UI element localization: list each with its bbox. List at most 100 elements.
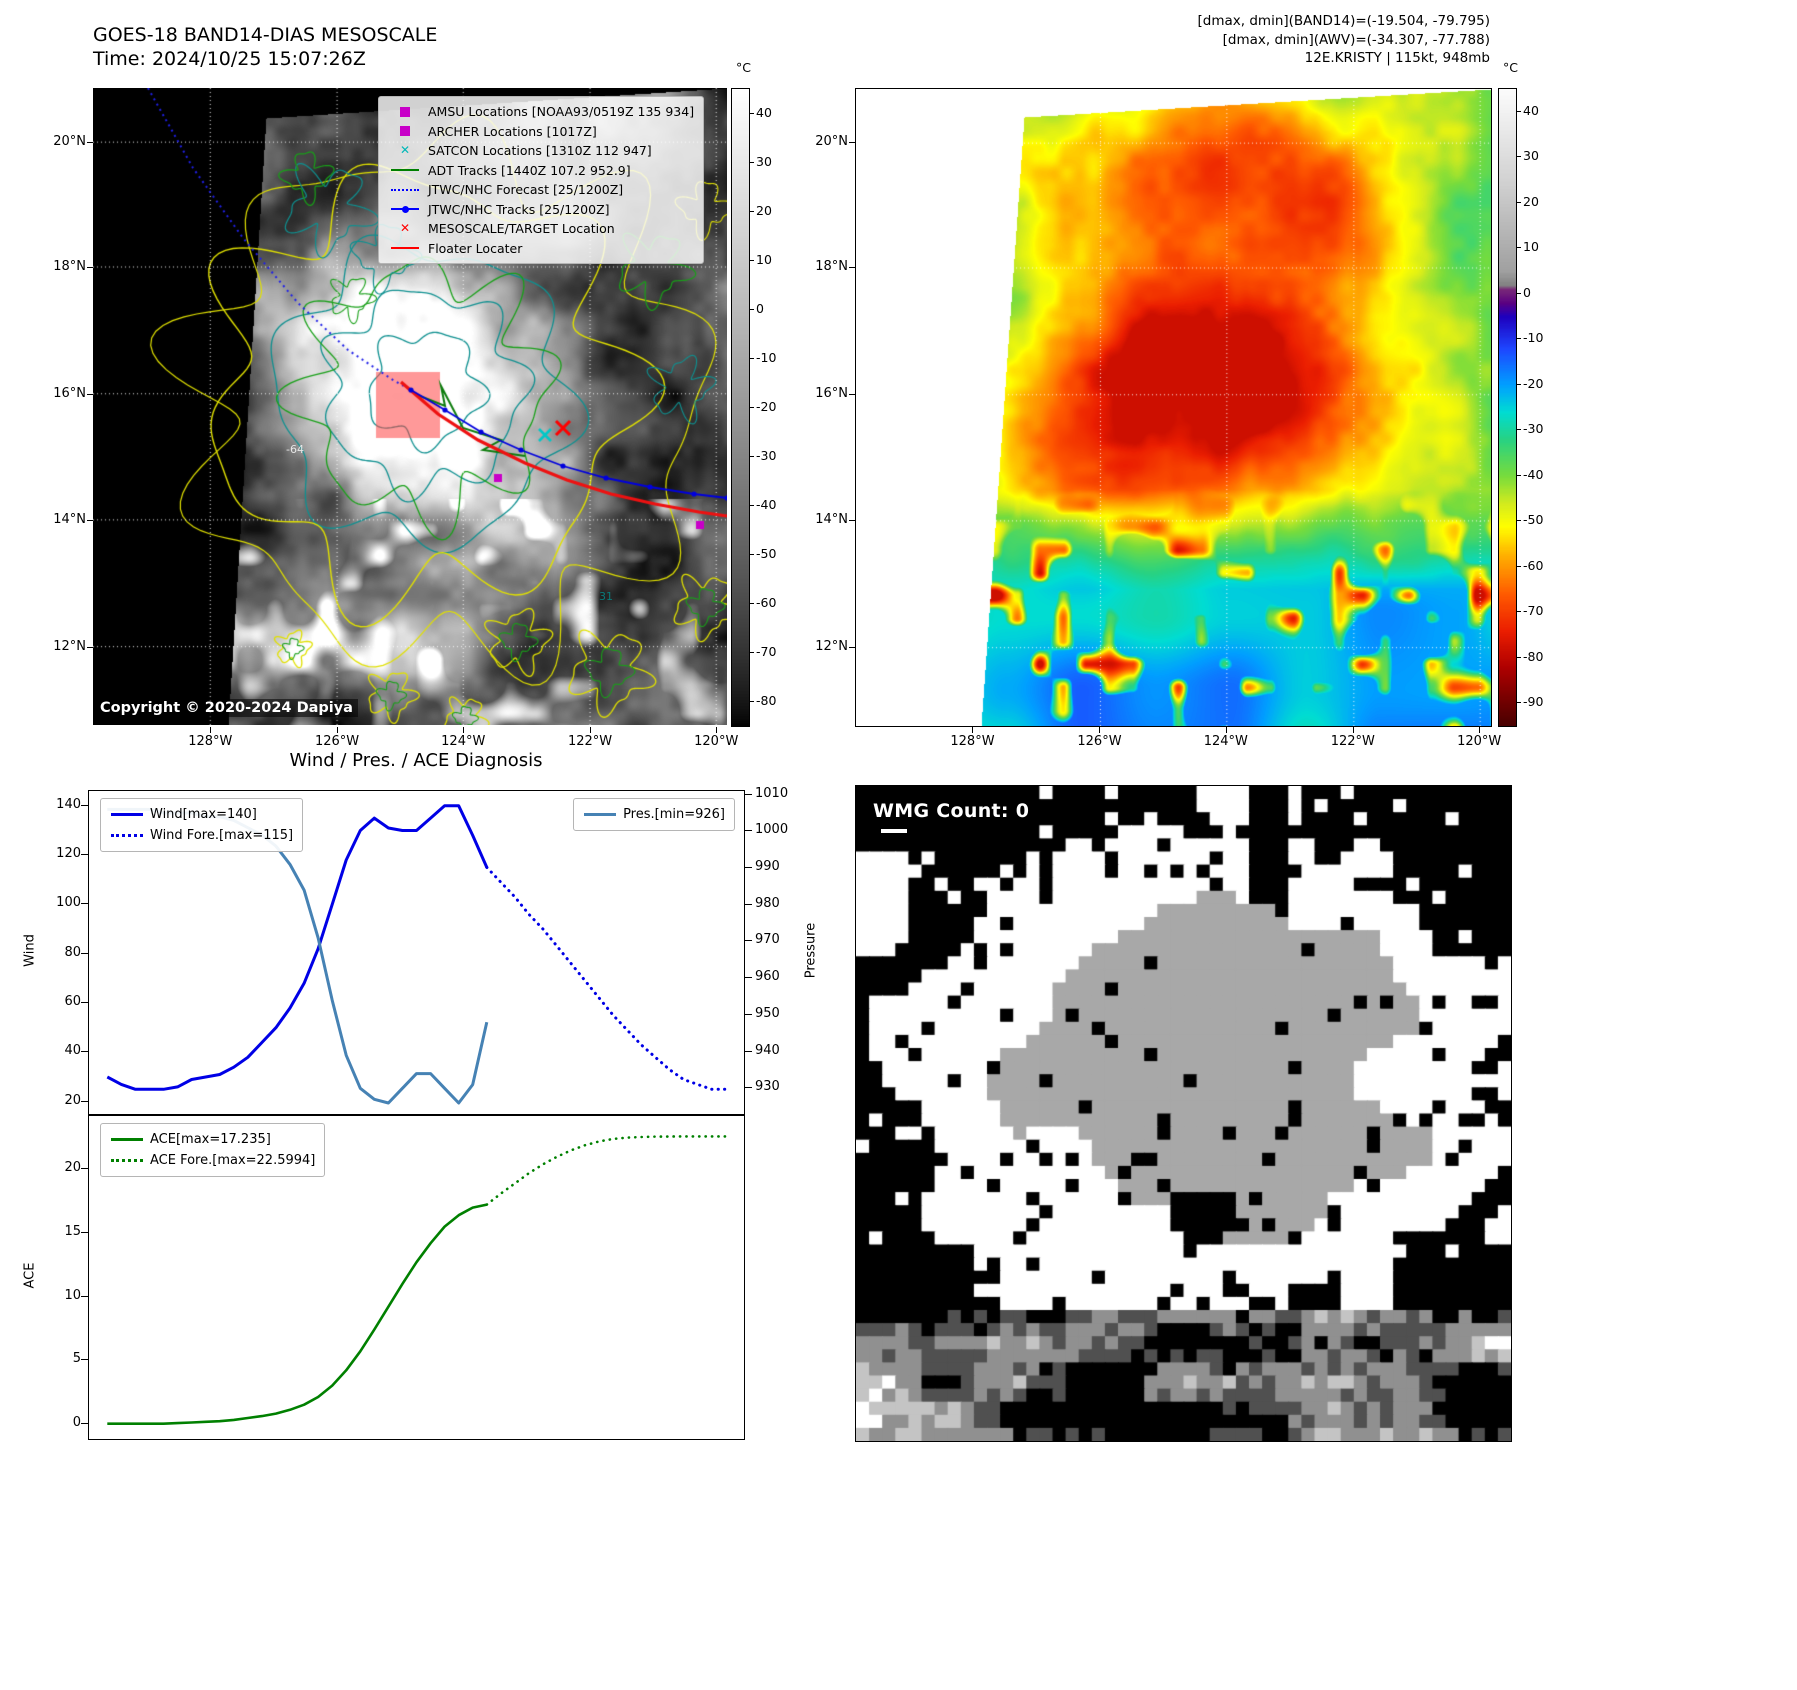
series-line-icon (111, 1138, 143, 1141)
awv-colorbar-tick-label: -60 (1523, 557, 1544, 573)
goes-colorbar-tick (750, 259, 754, 261)
series-line-icon (111, 1159, 143, 1162)
series-label: Pres.[min=926] (623, 807, 725, 822)
goes-lat-label: 12°N (53, 638, 86, 654)
goes-lon-tick (337, 727, 339, 733)
series-line-icon (111, 813, 143, 816)
awv-colorbar-tick-label: 30 (1523, 148, 1539, 164)
goes-colorbar-tick-label: -10 (756, 349, 777, 365)
series-line-marker (110, 1159, 144, 1162)
awv-colorbar-tick (1517, 156, 1521, 158)
pressure-axis-label: Pressure (803, 922, 819, 978)
awv-lon-label: 120°W (1457, 734, 1502, 749)
goes-lon-label: 120°W (694, 734, 739, 749)
goes-legend: AMSU Locations [NOAA93/0519Z 135 934] ARC… (378, 96, 705, 264)
chart1-right-tick-label: 1000 (755, 822, 789, 838)
chart1-left-tick-label: 60 (64, 994, 81, 1010)
awv-colorbar-tick-label: -90 (1523, 694, 1544, 710)
chart1-left-tick-label: 80 (64, 944, 81, 960)
goes-contour-label: -64 (286, 443, 304, 456)
awv-colorbar-tick (1517, 565, 1521, 567)
goes-lon-tick (716, 727, 718, 733)
awv-colorbar-tick (1517, 292, 1521, 294)
goes-colorbar-tick (750, 308, 754, 310)
dot-icon (402, 206, 409, 214)
awv-colorbar-tick (1517, 383, 1521, 385)
series-line-marker (110, 1138, 144, 1141)
goes-legend-label: AMSU Locations [NOAA93/0519Z 135 934] (428, 104, 695, 119)
chart1-right-tick-label: 980 (755, 895, 780, 911)
awv-colorbar-tick (1517, 656, 1521, 658)
awv-colorbar-tick (1517, 429, 1521, 431)
chart1-left-tick (81, 952, 88, 954)
wind-legend-item: Wind Fore.[max=115] (110, 825, 293, 846)
line-marker (388, 169, 422, 172)
chart1-right-tick (745, 830, 752, 832)
awv-colorbar-tick (1517, 247, 1521, 249)
awv-colorbar-tick-label: -40 (1523, 466, 1544, 482)
awv-lon-label: 126°W (1077, 734, 1122, 749)
awv-lat-label: 14°N (815, 511, 848, 527)
awv-colorbar-tick (1517, 474, 1521, 476)
pressure-legend-item: Pres.[min=926] (583, 804, 725, 825)
chart2-left-tick (81, 1168, 88, 1170)
goes-lon-label: 122°W (567, 734, 613, 749)
ace-legend-item: ACE Fore.[max=22.5994] (110, 1150, 315, 1171)
goes-colorbar-tick (750, 504, 754, 506)
goes-legend-label: JTWC/NHC Forecast [25/1200Z] (428, 182, 624, 197)
chart2-left-tick (81, 1295, 88, 1297)
goes-colorbar-tick (750, 700, 754, 702)
chart2-left-tick-label: 10 (64, 1287, 81, 1303)
chart1-series-0 (106, 804, 489, 1091)
goes-colorbar-tick-label: 10 (756, 251, 772, 267)
goes-colorbar-tick-label: -70 (756, 643, 777, 659)
dotted-line-marker-icon (391, 188, 419, 191)
chart1-right-tick (745, 940, 752, 942)
ace-plot-area (107, 1135, 727, 1425)
goes-colorbar-tick (750, 161, 754, 163)
awv-lon-label: 124°W (1203, 734, 1248, 749)
goes-lat-label: 16°N (53, 385, 86, 401)
chart1-right-tick-label: 990 (755, 859, 780, 875)
goes-colorbar-tick-label: 30 (756, 153, 772, 169)
chart2-left-tick (81, 1422, 88, 1424)
awv-colorbar-tick-label: 20 (1523, 193, 1539, 209)
awv-lat-tick (849, 519, 855, 521)
goes-lon-label: 124°W (441, 734, 486, 749)
awv-lon-label: 128°W (950, 734, 995, 749)
diagnosis-title: Wind / Pres. / ACE Diagnosis (289, 750, 543, 771)
goes-legend-item: Floater Locater (388, 239, 694, 259)
chart1-left-tick (81, 854, 88, 856)
x-marker: ✕ (388, 219, 422, 239)
chart1-left-tick (81, 1051, 88, 1053)
goes-colorbar-tick-label: -50 (756, 545, 777, 561)
chart2-left-tick-label: 0 (72, 1414, 81, 1430)
series-label: ACE Fore.[max=22.5994] (150, 1153, 316, 1168)
chart1-left-tick-label: 140 (56, 796, 81, 812)
x-marker-icon: ✕ (399, 221, 411, 235)
goes-legend-item: AMSU Locations [NOAA93/0519Z 135 934] (388, 102, 694, 122)
goes-legend-label: ARCHER Locations [1017Z] (428, 123, 597, 139)
goes-legend-item: ✕ MESOSCALE/TARGET Location (388, 219, 694, 239)
awv-colorbar-tick-label: -50 (1523, 512, 1544, 528)
chart1-left-tick-label: 120 (56, 846, 81, 862)
chart1-right-tick-label: 930 (755, 1079, 780, 1095)
square-marker (388, 126, 422, 137)
awv-lon-tick (1352, 727, 1354, 733)
line-marker-icon (391, 247, 419, 250)
awv-colorbar-tick-label: -70 (1523, 603, 1544, 619)
goes-colorbar (731, 88, 750, 727)
goes-lon-label: 128°W (188, 734, 233, 749)
awv-colorbar-tick (1517, 702, 1521, 704)
ace-chart (88, 1115, 745, 1440)
awv-colorbar-tick (1517, 611, 1521, 613)
awv-colorbar (1498, 88, 1517, 727)
goes-colorbar-tick-label: -30 (756, 447, 777, 463)
chart1-series-1 (485, 865, 728, 1091)
chart1-left-tick-label: 40 (64, 1043, 81, 1059)
pressure-legend: Pres.[min=926] (573, 798, 735, 831)
goes-lon-label: 126°W (314, 734, 360, 749)
goes-colorbar-tick-label: 40 (756, 104, 772, 120)
ace-legend: ACE[max=17.235] ACE Fore.[max=22.5994] (100, 1123, 326, 1177)
